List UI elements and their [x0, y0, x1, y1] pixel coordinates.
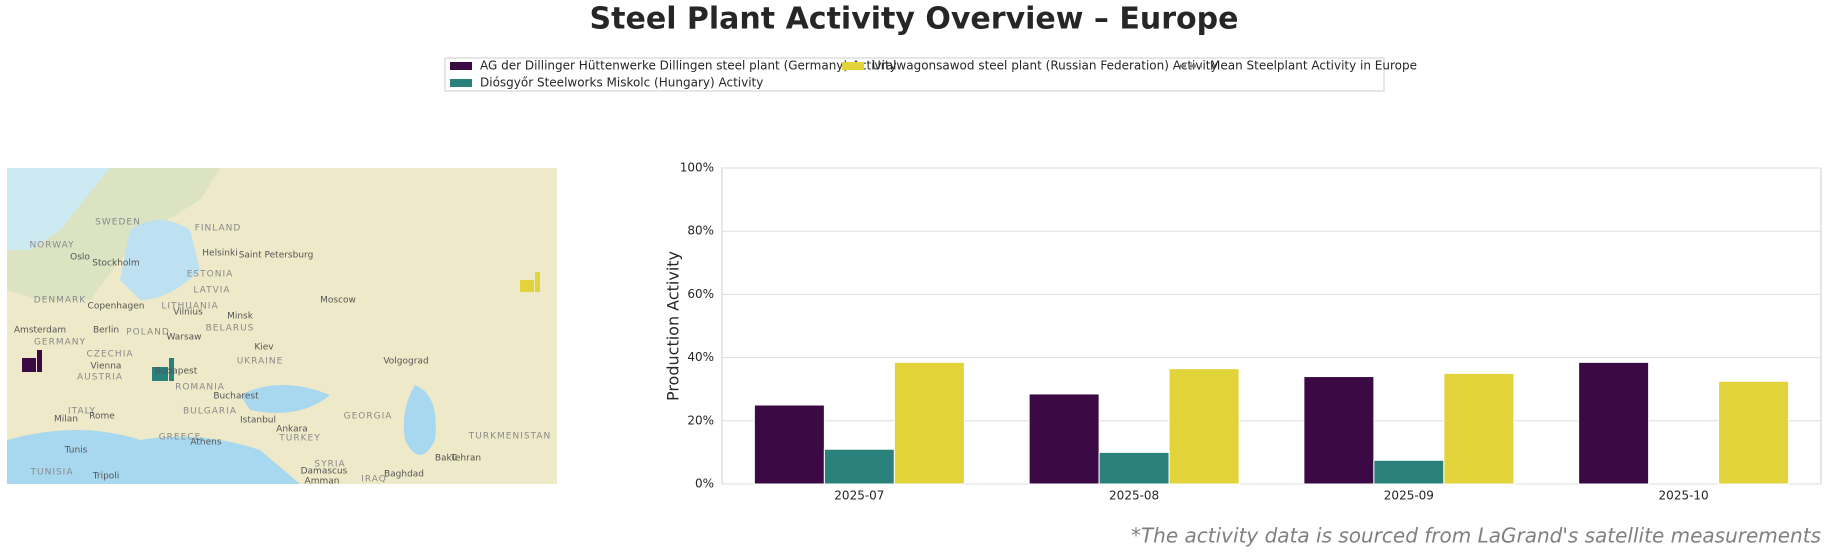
legend-label: Diósgyőr Steelworks Miskolc (Hungary) Ac… — [480, 76, 763, 90]
y-tick-label: 40% — [687, 350, 714, 364]
map-label: LATVIA — [193, 286, 230, 296]
map-label: ITALY — [68, 407, 96, 417]
legend-swatch — [450, 79, 472, 87]
map-label: Baghdad — [384, 470, 424, 480]
x-tick-label: 2025-10 — [1659, 489, 1709, 503]
map-label: BELARUS — [206, 324, 255, 334]
legend-label: AG der Dillinger Hüttenwerke Dillingen s… — [480, 59, 897, 73]
map-label: Tunis — [64, 446, 88, 456]
map-label: Athens — [190, 438, 221, 448]
y-tick-label: 60% — [687, 287, 714, 301]
map-label: ESTONIA — [187, 270, 234, 280]
y-tick-label: 0% — [695, 477, 714, 491]
map-black-sea — [240, 385, 330, 413]
bar — [1373, 459, 1445, 485]
map-label: LITHUANIA — [161, 302, 218, 312]
bar — [1098, 451, 1170, 485]
chart-title: Steel Plant Activity Overview – Europe — [590, 2, 1239, 37]
y-axis-label: Production Activity — [664, 251, 683, 401]
map-label: Milan — [54, 415, 78, 425]
plant-marker — [152, 358, 174, 381]
map-label: GERMANY — [34, 338, 86, 348]
map-label: TURKEY — [278, 434, 320, 444]
map-label: Moscow — [320, 296, 356, 306]
map-label: SYRIA — [314, 460, 345, 470]
map-label: Rome — [89, 412, 115, 422]
map-label: Stockholm — [92, 259, 139, 269]
y-tick-label: 100% — [680, 161, 714, 175]
map-label: Warsaw — [166, 333, 201, 343]
bar — [1028, 393, 1100, 485]
plant-marker — [22, 350, 42, 372]
map-caspian — [403, 385, 436, 455]
map-label: Baku — [435, 454, 457, 464]
legend-swatch — [842, 62, 864, 70]
map-label: AUSTRIA — [77, 373, 123, 383]
bar — [823, 448, 895, 485]
y-tick-label: 80% — [687, 224, 714, 238]
map-label: Vilnius — [173, 308, 203, 318]
map-label: Saint Petersburg — [239, 251, 314, 261]
map-label: Istanbul — [240, 416, 276, 426]
bar — [753, 404, 825, 485]
map-label: DENMARK — [34, 296, 87, 306]
map-label: Amman — [305, 477, 340, 487]
map-label: Oslo — [70, 253, 90, 263]
map-label: Berlin — [93, 326, 119, 336]
x-tick-label: 2025-09 — [1384, 489, 1434, 503]
map-label: TURKMENISTAN — [468, 432, 551, 442]
map-label: GEORGIA — [344, 412, 393, 422]
x-tick-label: 2025-07 — [834, 489, 884, 503]
map-label: Tehran — [450, 454, 481, 464]
map-label: Vienna — [91, 362, 122, 372]
map-label: Budapest — [155, 367, 198, 377]
map-label: Kiev — [254, 343, 274, 353]
map-label: NORWAY — [29, 241, 74, 251]
legend-label: Uralwagonsawod steel plant (Russian Fede… — [872, 59, 1218, 73]
legend-label: Mean Steelplant Activity in Europe — [1210, 59, 1417, 73]
map-label: Damascus — [301, 467, 348, 477]
bar — [1168, 368, 1240, 485]
map-mediterranean — [7, 430, 300, 484]
map-label: Tripoli — [92, 472, 120, 482]
map-label: Minsk — [227, 312, 254, 322]
map-label: Copenhagen — [88, 302, 145, 312]
bar — [1718, 380, 1790, 485]
map-label: Amsterdam — [14, 326, 66, 336]
map-label: FINLAND — [195, 224, 242, 234]
x-tick-label: 2025-08 — [1109, 489, 1159, 503]
map-label: ROMANIA — [175, 383, 225, 393]
map-label: CZECHIA — [87, 350, 134, 360]
map-label: Bucharest — [213, 392, 259, 402]
map-label: BULGARIA — [183, 407, 237, 417]
map-sea — [7, 168, 110, 250]
map-label: TUNISIA — [30, 468, 74, 478]
bar — [893, 361, 965, 485]
map-label: Ankara — [276, 425, 308, 435]
plot-area — [721, 167, 1822, 485]
plant-marker — [520, 272, 540, 292]
y-tick-label: 20% — [687, 413, 714, 427]
bar — [1443, 372, 1515, 485]
legend-swatch — [450, 62, 472, 70]
map-label: Volgograd — [383, 357, 428, 367]
map-label: UKRAINE — [237, 357, 284, 367]
bar — [1578, 361, 1650, 485]
map-baltic — [120, 220, 200, 300]
footnote: *The activity data is sourced from LaGra… — [1131, 524, 1821, 548]
map-label: SWEDEN — [95, 218, 141, 228]
legend-box — [444, 57, 1385, 92]
map-label: Helsinki — [202, 249, 237, 259]
map-label: GREECE — [159, 433, 202, 443]
map-label: POLAND — [126, 328, 170, 338]
bar — [1303, 376, 1375, 485]
map-label: IRAQ — [361, 475, 387, 485]
